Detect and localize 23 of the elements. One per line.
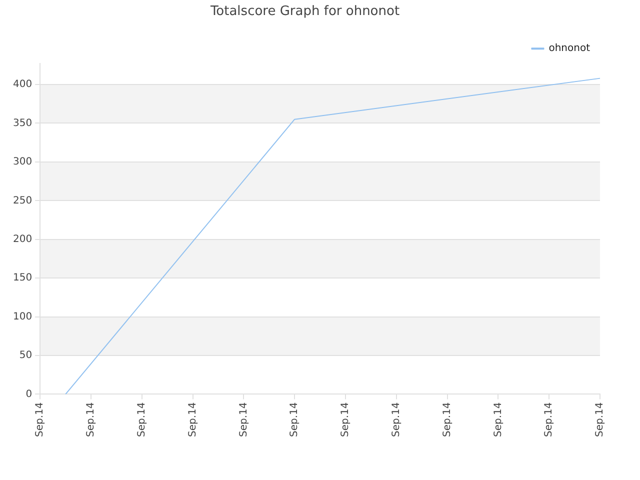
x-tick-label: Sep.14 xyxy=(594,402,606,438)
y-tick-label: 300 xyxy=(12,156,32,168)
x-tick-label: Sep.14 xyxy=(289,402,300,438)
x-tick-label: Sep.14 xyxy=(544,402,555,438)
x-tick-label: Sep.14 xyxy=(238,402,250,438)
x-tick-label: Sep.14 xyxy=(86,402,97,438)
y-tick-label: 100 xyxy=(12,311,32,322)
y-tick-label: 150 xyxy=(12,272,32,284)
x-tick-label: Sep.14 xyxy=(136,402,148,438)
x-tick-label: Sep.14 xyxy=(187,402,198,438)
x-tick-label: Sep.14 xyxy=(390,402,402,438)
x-tick-label: Sep.14 xyxy=(492,402,504,438)
chart-title: Totalscore Graph for ohnonot xyxy=(209,4,400,20)
x-tick-label: Sep.14 xyxy=(442,402,453,438)
y-tick-label: 350 xyxy=(12,118,32,129)
y-tick-label: 400 xyxy=(12,79,32,90)
y-tick-label: 50 xyxy=(19,350,32,362)
y-tick-label: 200 xyxy=(12,234,32,245)
y-tick-label: 0 xyxy=(26,388,32,400)
x-tick-label: Sep.14 xyxy=(340,402,352,438)
x-tick-label: Sep.14 xyxy=(34,402,46,438)
y-tick-label: 250 xyxy=(12,195,32,206)
legend-label: ohnonot xyxy=(548,43,590,54)
